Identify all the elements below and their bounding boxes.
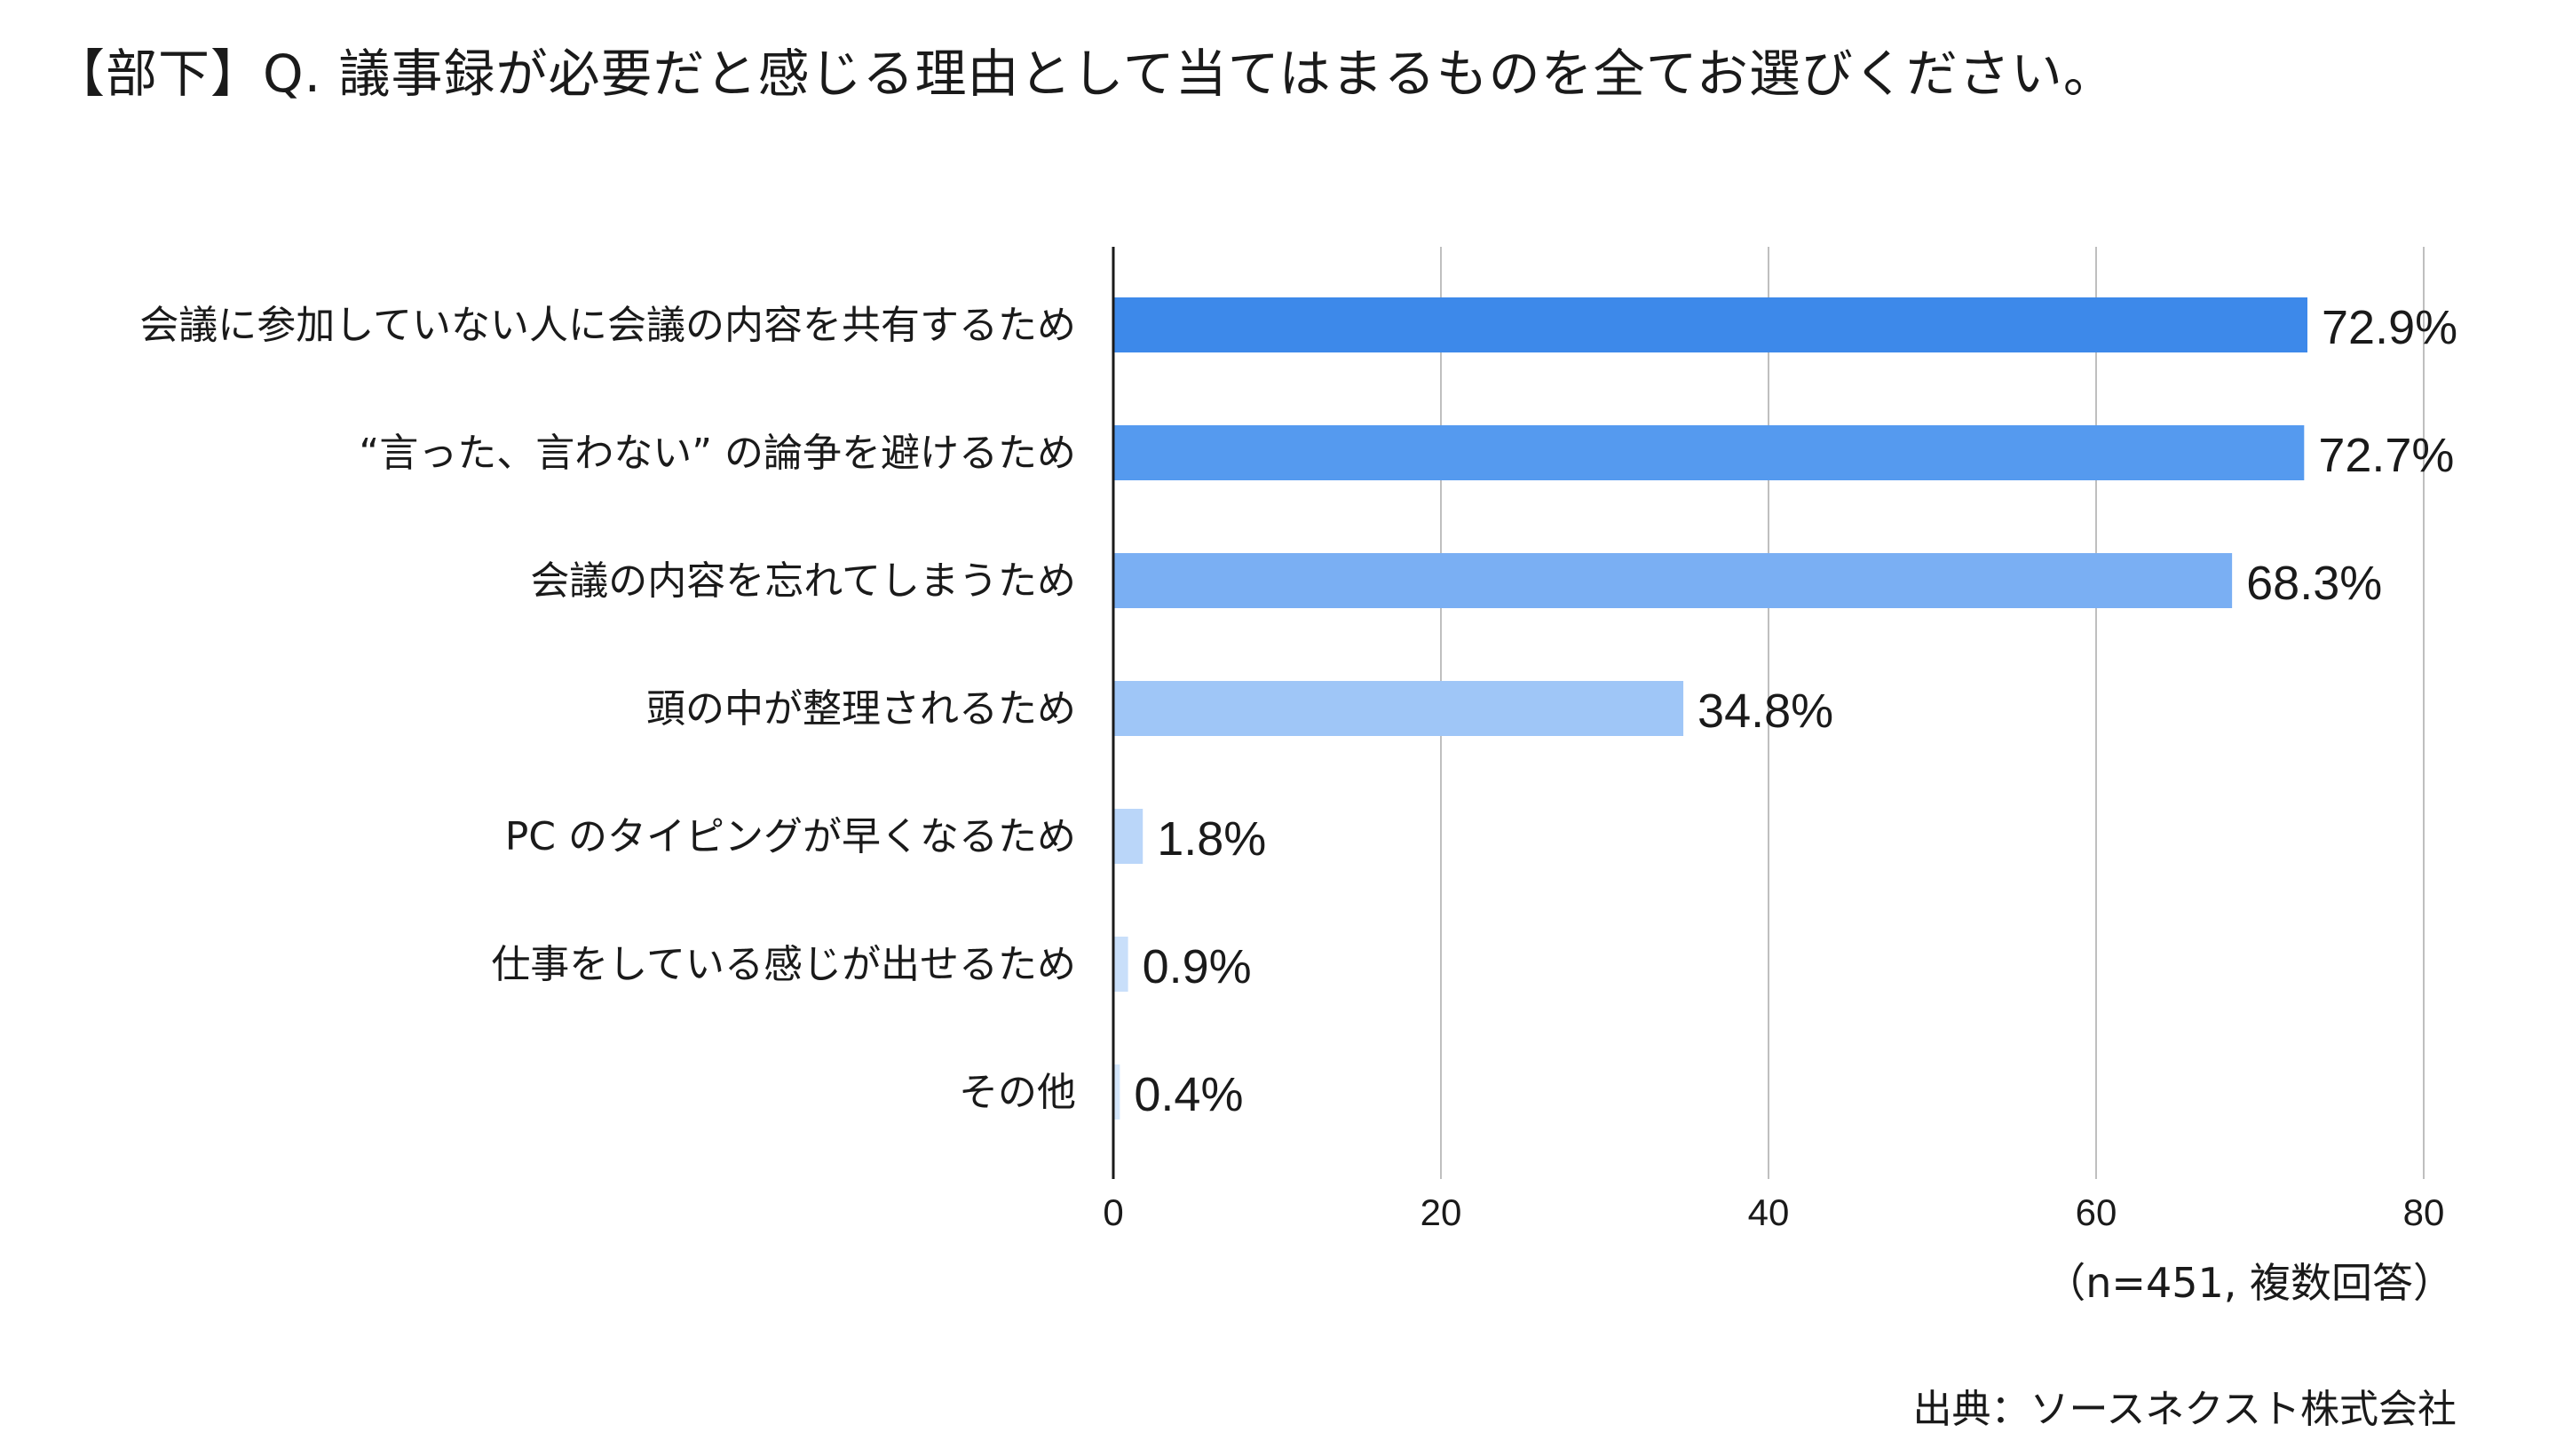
bar — [1113, 681, 1684, 736]
category-label: “言った、言わない” の論争を避けるため — [359, 431, 1076, 476]
x-tick-label: 60 — [2076, 1191, 2117, 1233]
value-label: 72.7% — [2318, 429, 2454, 482]
category-label: その他 — [959, 1070, 1076, 1115]
value-label: 34.8% — [1697, 684, 1833, 738]
x-tick-label: 20 — [1420, 1191, 1462, 1233]
bar — [1113, 425, 2305, 480]
bars — [1113, 297, 2308, 1120]
bar — [1113, 937, 1128, 992]
sample-size-note: （n=451, 複数回答） — [2045, 1259, 2454, 1307]
value-label: 72.9% — [2322, 301, 2457, 354]
category-label: 頭の中が整理されるため — [646, 686, 1076, 732]
category-label: 会議の内容を忘れてしまうため — [530, 558, 1076, 604]
x-tick-label: 40 — [1748, 1191, 1790, 1233]
chart-title: 【部下】Q. 議事録が必要だと感じる理由として当てはまるものを全てお選びください… — [53, 44, 2116, 104]
category-label: 仕事をしている感じが出せるため — [491, 942, 1076, 987]
x-tick-label: 80 — [2403, 1191, 2445, 1233]
labels: 0 20 40 60 80 会議に参加していない人に会議の内容を共有するため 72.9% “言… — [139, 301, 2457, 1233]
category-label: PC のタイピングが早くなるため — [505, 814, 1076, 859]
value-label: 1.8% — [1157, 812, 1266, 866]
value-label: 0.9% — [1143, 940, 1252, 993]
value-label: 0.4% — [1134, 1068, 1243, 1121]
bar — [1113, 809, 1143, 864]
grid-lines — [1440, 247, 2425, 1179]
value-label: 68.3% — [2246, 557, 2382, 610]
bar — [1113, 297, 2308, 352]
source-note: 出典：ソースネクスト株式会社 — [1912, 1387, 2457, 1432]
bar — [1113, 553, 2233, 608]
bar — [1113, 1064, 1120, 1120]
category-label: 会議に参加していない人に会議の内容を共有するため — [139, 303, 1076, 348]
x-tick-label: 0 — [1103, 1191, 1123, 1233]
